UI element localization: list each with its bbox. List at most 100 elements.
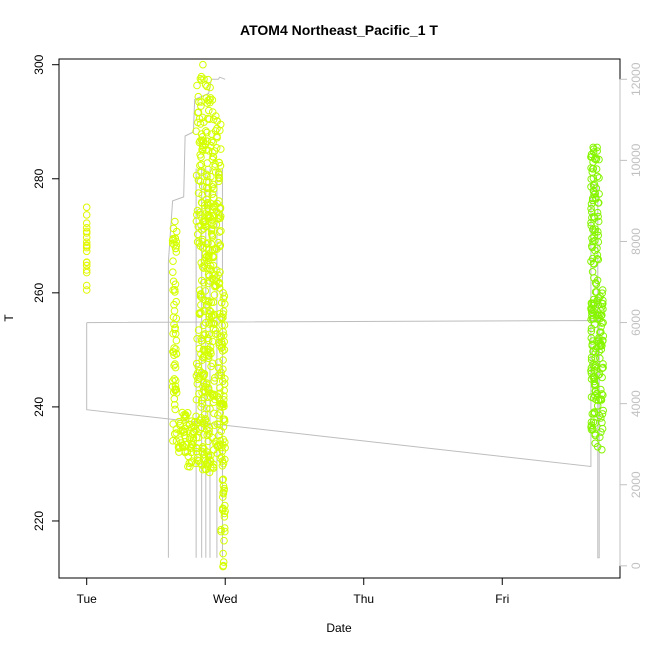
data-point (170, 307, 179, 315)
data-point (589, 259, 598, 268)
data-point (82, 243, 91, 252)
y-axis-label: T (2, 314, 16, 322)
data-point (219, 331, 228, 340)
data-point (587, 393, 596, 401)
data-point (204, 239, 212, 247)
data-point (212, 112, 220, 120)
data-point (214, 238, 223, 247)
data-point (591, 189, 600, 198)
y2-tick-label: 10000 (629, 143, 643, 177)
data-point (206, 347, 215, 355)
y-tick-label: 260 (32, 283, 46, 303)
data-point (214, 411, 222, 419)
data-point (169, 348, 178, 357)
data-point (596, 433, 604, 442)
data-point (82, 229, 91, 237)
data-point (221, 455, 229, 464)
data-point (200, 370, 209, 378)
data-point (82, 219, 91, 227)
data-point (193, 335, 201, 343)
y-axis: 220 240 260 280 300 (32, 54, 60, 531)
data-point (209, 460, 218, 469)
data-point (82, 203, 91, 212)
data-point (598, 286, 607, 294)
data-point (193, 230, 202, 239)
data-point (219, 289, 227, 297)
y2-tick-label: 2000 (629, 471, 643, 498)
data-point (170, 300, 178, 309)
data-point (206, 389, 215, 397)
data-point (599, 363, 607, 372)
x-axis-label: Date (326, 621, 352, 635)
data-point (208, 231, 217, 240)
data-point (594, 227, 602, 236)
data-point (204, 165, 212, 174)
data-point (210, 185, 218, 193)
data-point (212, 266, 221, 275)
x-tick-label: Fri (495, 592, 509, 606)
data-point (199, 431, 208, 439)
y-tick-label: 240 (32, 397, 46, 417)
data-point (208, 190, 217, 198)
data-point (181, 412, 189, 421)
data-point (590, 366, 599, 375)
data-point (598, 319, 606, 327)
data-point (599, 406, 608, 415)
data-point (593, 251, 602, 259)
data-point (589, 165, 598, 173)
data-point (210, 147, 219, 155)
data-point (216, 389, 224, 398)
data-point (218, 447, 227, 455)
data-point (211, 201, 219, 210)
data-point (169, 268, 177, 277)
data-point (599, 332, 608, 340)
data-point (208, 96, 217, 104)
data-point (219, 423, 228, 431)
x-tick-label: Tue (77, 592, 98, 606)
data-point (192, 171, 201, 180)
data-point (170, 375, 179, 383)
data-point (220, 392, 228, 400)
data-point (175, 444, 183, 453)
data-point (213, 441, 222, 450)
data-point (588, 268, 597, 276)
data-point (172, 336, 181, 345)
data-point (203, 431, 211, 440)
data-point (217, 145, 225, 153)
data-point (171, 405, 179, 414)
data-point (591, 349, 600, 357)
data-point (220, 524, 229, 532)
data-point (219, 356, 227, 364)
data-point (171, 288, 179, 296)
data-point (597, 328, 605, 336)
data-point (197, 160, 206, 169)
data-point (595, 411, 604, 420)
data-point (591, 279, 600, 287)
data-point (220, 536, 228, 545)
data-point (82, 281, 91, 290)
data-point (215, 158, 224, 167)
data-point (214, 364, 223, 372)
data-point (82, 211, 91, 219)
data-point (193, 453, 202, 462)
data-point (198, 191, 206, 199)
data-point (217, 400, 226, 408)
trace-line-main (86, 184, 600, 559)
y2-axis: 0 2000 4000 6000 8000 10000 12000 (619, 62, 643, 569)
trace-line-rise (167, 76, 226, 558)
data-point (597, 307, 605, 315)
data-point (194, 362, 202, 371)
data-point (593, 147, 602, 155)
data-point (214, 358, 223, 367)
data-point (217, 443, 226, 452)
data-point (594, 371, 603, 380)
data-point (593, 143, 601, 152)
data-point (205, 95, 214, 104)
data-point (82, 286, 91, 294)
data-point (196, 161, 204, 170)
data-point (595, 370, 604, 379)
data-point (216, 242, 224, 251)
data-point (599, 360, 607, 368)
x-tick-label: Wed (213, 592, 237, 606)
data-point (596, 354, 604, 363)
